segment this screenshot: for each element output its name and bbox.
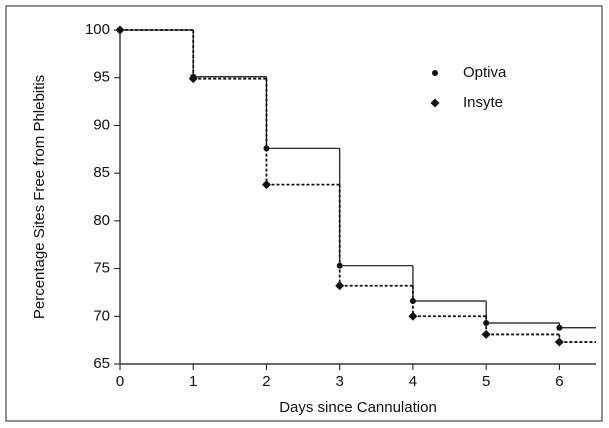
y-tick-label: 65	[93, 355, 110, 372]
y-tick-label: 95	[93, 69, 110, 86]
marker-circle	[263, 145, 270, 152]
marker-diamond	[430, 98, 440, 108]
x-tick-label: 1	[189, 373, 197, 390]
marker-circle	[432, 70, 438, 76]
x-tick-label: 0	[116, 373, 124, 390]
frame	[5, 5, 603, 422]
x-tick-label: 2	[262, 373, 270, 390]
legend-label: Insyte	[463, 94, 503, 111]
x-tick-label: 4	[409, 373, 417, 390]
x-tick-label: 3	[336, 373, 344, 390]
marker-diamond	[481, 329, 491, 339]
y-axis-label: Percentage Sites Free from Phlebitis	[31, 75, 48, 319]
y-tick-label: 90	[93, 116, 110, 133]
marker-diamond	[408, 311, 418, 321]
legend-label: Optiva	[463, 64, 507, 81]
x-tick-label: 6	[555, 373, 563, 390]
y-tick-label: 75	[93, 260, 110, 277]
marker-diamond	[554, 337, 564, 347]
marker-circle	[556, 324, 563, 331]
y-tick-label: 100	[85, 21, 110, 38]
marker-diamond	[335, 281, 345, 291]
x-axis-label: Days since Cannulation	[279, 399, 437, 416]
y-tick-label: 70	[93, 307, 110, 324]
marker-diamond	[261, 180, 271, 190]
marker-diamond	[115, 25, 125, 35]
marker-diamond	[188, 74, 198, 84]
y-tick-label: 80	[93, 212, 110, 229]
x-tick-label: 5	[482, 373, 490, 390]
y-tick-label: 85	[93, 164, 110, 181]
